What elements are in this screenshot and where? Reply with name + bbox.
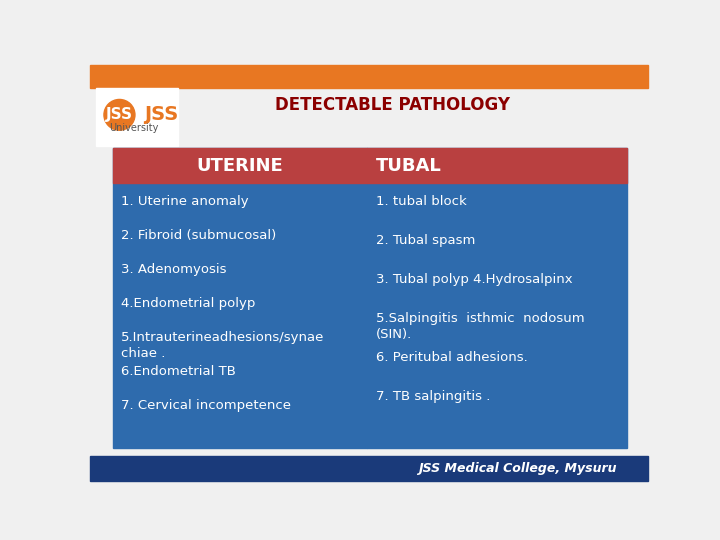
Text: 1. Uterine anomaly: 1. Uterine anomaly — [121, 195, 248, 208]
Text: UTERINE: UTERINE — [197, 157, 284, 174]
Text: University: University — [109, 123, 159, 133]
Text: 6.Endometrial TB: 6.Endometrial TB — [121, 364, 236, 377]
Text: 5.Salpingitis  isthmic  nodosum
(SIN).: 5.Salpingitis isthmic nodosum (SIN). — [376, 312, 585, 341]
Text: JSS Medical College, Mysuru: JSS Medical College, Mysuru — [418, 462, 617, 475]
Text: JSS: JSS — [144, 105, 179, 124]
Text: DETECTABLE PATHOLOGY: DETECTABLE PATHOLOGY — [275, 96, 510, 114]
Bar — [90, 65, 648, 88]
Text: 2. Tubal spasm: 2. Tubal spasm — [376, 234, 475, 247]
Text: 6. Peritubal adhesions.: 6. Peritubal adhesions. — [376, 351, 528, 364]
Circle shape — [104, 99, 135, 130]
Bar — [113, 148, 366, 448]
Text: 3. Tubal polyp 4.Hydrosalpinx: 3. Tubal polyp 4.Hydrosalpinx — [376, 273, 572, 286]
Bar — [90, 456, 648, 481]
Text: 7. Cervical incompetence: 7. Cervical incompetence — [121, 399, 291, 411]
Text: 7. TB salpingitis .: 7. TB salpingitis . — [376, 390, 490, 403]
Text: 4.Endometrial polyp: 4.Endometrial polyp — [121, 297, 256, 310]
Text: 1. tubal block: 1. tubal block — [376, 195, 467, 208]
Text: TUBAL: TUBAL — [376, 157, 442, 174]
Bar — [366, 148, 627, 448]
Text: JSS: JSS — [106, 107, 133, 123]
Bar — [366, 148, 627, 184]
Text: 2. Fibroid (submucosal): 2. Fibroid (submucosal) — [121, 229, 276, 242]
Text: 3. Adenomyosis: 3. Adenomyosis — [121, 263, 227, 276]
Text: 5.Intrauterineadhesions/synae
chiae .: 5.Intrauterineadhesions/synae chiae . — [121, 331, 325, 360]
Bar — [96, 88, 178, 146]
Bar — [113, 148, 366, 184]
